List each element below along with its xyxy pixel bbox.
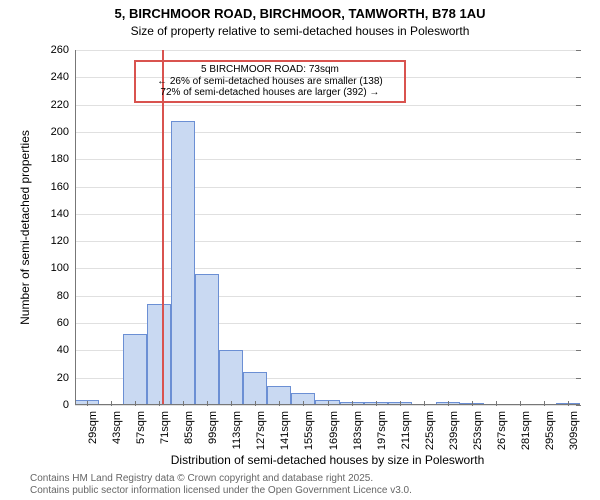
- x-axis-line: [75, 404, 580, 405]
- grid-line: [75, 159, 580, 160]
- chart-title-address: 5, BIRCHMOOR ROAD, BIRCHMOOR, TAMWORTH, …: [0, 6, 600, 21]
- y-tick-label: 200: [51, 126, 75, 138]
- x-tick-label: 183sqm: [352, 411, 364, 450]
- x-tick-label: 239sqm: [448, 411, 460, 450]
- x-tick-label: 57sqm: [135, 411, 147, 444]
- x-tick-label: 71sqm: [159, 411, 171, 444]
- footer-line-2: Contains public sector information licen…: [30, 485, 412, 497]
- y-tick-mark: [576, 323, 581, 324]
- x-tick-label: 169sqm: [328, 411, 340, 450]
- grid-line: [75, 241, 580, 242]
- chart-plot-area: 0204060801001201401601802002202402605 BI…: [75, 50, 580, 405]
- x-tick-label: 113sqm: [231, 411, 243, 449]
- x-tick-label: 295sqm: [544, 411, 556, 450]
- y-tick-mark: [576, 50, 581, 51]
- chart-footer: Contains HM Land Registry data © Crown c…: [30, 473, 412, 497]
- grid-line: [75, 105, 580, 106]
- y-tick-label: 20: [57, 372, 75, 384]
- y-tick-mark: [576, 214, 581, 215]
- x-tick-label: 309sqm: [568, 411, 580, 450]
- reference-line: [162, 50, 164, 405]
- grid-line: [75, 296, 580, 297]
- x-tick-label: 127sqm: [255, 411, 267, 450]
- y-tick-mark: [576, 77, 581, 78]
- y-tick-mark: [576, 378, 581, 379]
- y-tick-mark: [576, 296, 581, 297]
- y-tick-label: 160: [51, 181, 75, 193]
- grid-line: [75, 214, 580, 215]
- y-tick-label: 120: [51, 235, 75, 247]
- y-tick-label: 220: [51, 99, 75, 111]
- x-tick-label: 155sqm: [303, 411, 315, 450]
- y-tick-label: 140: [51, 208, 75, 220]
- x-tick-label: 225sqm: [424, 411, 436, 450]
- y-tick-label: 0: [63, 399, 75, 411]
- y-tick-mark: [576, 105, 581, 106]
- annotation-line-3: 72% of semi-detached houses are larger (…: [140, 87, 400, 99]
- y-tick-mark: [576, 159, 581, 160]
- y-tick-label: 260: [51, 44, 75, 56]
- grid-line: [75, 187, 580, 188]
- y-tick-mark: [576, 132, 581, 133]
- y-tick-label: 180: [51, 153, 75, 165]
- x-tick-label: 267sqm: [496, 411, 508, 450]
- x-tick-label: 141sqm: [279, 411, 291, 450]
- y-axis-label: Number of semi-detached properties: [18, 50, 32, 405]
- y-tick-mark: [576, 241, 581, 242]
- y-tick-label: 40: [57, 344, 75, 356]
- y-tick-mark: [576, 268, 581, 269]
- y-tick-mark: [576, 187, 581, 188]
- x-tick-label: 281sqm: [520, 411, 532, 450]
- x-tick-label: 43sqm: [111, 411, 123, 444]
- y-tick-mark: [576, 405, 581, 406]
- annotation-line-2: ← 26% of semi-detached houses are smalle…: [140, 76, 400, 88]
- histogram-bar: [171, 121, 195, 405]
- histogram-bar: [123, 334, 147, 405]
- annotation-line-1: 5 BIRCHMOOR ROAD: 73sqm: [140, 64, 400, 76]
- y-axis-line: [75, 50, 76, 405]
- y-tick-label: 80: [57, 290, 75, 302]
- x-tick-label: 211sqm: [400, 411, 412, 449]
- y-tick-mark: [576, 350, 581, 351]
- grid-line: [75, 50, 580, 51]
- chart-title-desc: Size of property relative to semi-detach…: [0, 24, 600, 38]
- y-tick-label: 240: [51, 71, 75, 83]
- x-tick-label: 99sqm: [207, 411, 219, 444]
- y-tick-label: 60: [57, 317, 75, 329]
- grid-line: [75, 268, 580, 269]
- histogram-bar: [195, 274, 219, 405]
- histogram-bar: [147, 304, 171, 405]
- x-tick-label: 253sqm: [472, 411, 484, 450]
- grid-line: [75, 132, 580, 133]
- x-axis-label: Distribution of semi-detached houses by …: [75, 453, 580, 467]
- histogram-bar: [219, 350, 243, 405]
- footer-line-1: Contains HM Land Registry data © Crown c…: [30, 473, 412, 485]
- annotation-box: 5 BIRCHMOOR ROAD: 73sqm← 26% of semi-det…: [134, 60, 406, 103]
- x-tick-label: 29sqm: [87, 411, 99, 444]
- x-tick-label: 85sqm: [183, 411, 195, 444]
- x-tick-label: 197sqm: [376, 411, 388, 450]
- y-tick-label: 100: [51, 262, 75, 274]
